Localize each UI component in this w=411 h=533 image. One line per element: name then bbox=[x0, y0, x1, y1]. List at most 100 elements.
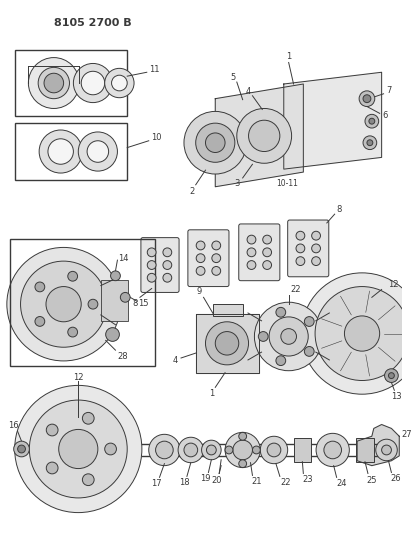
Circle shape bbox=[82, 413, 94, 424]
Bar bbox=[213, 304, 242, 316]
Circle shape bbox=[247, 235, 256, 244]
Text: 22: 22 bbox=[280, 478, 291, 487]
Circle shape bbox=[363, 95, 371, 102]
Text: 1: 1 bbox=[286, 52, 291, 61]
Polygon shape bbox=[196, 314, 259, 373]
Circle shape bbox=[215, 332, 239, 355]
Text: 10-11: 10-11 bbox=[276, 179, 298, 188]
Circle shape bbox=[196, 254, 205, 263]
Circle shape bbox=[21, 261, 107, 347]
Text: 8105 2700 B: 8105 2700 B bbox=[54, 18, 132, 28]
Circle shape bbox=[305, 317, 314, 326]
Text: 2: 2 bbox=[189, 187, 194, 196]
FancyBboxPatch shape bbox=[188, 230, 229, 287]
Circle shape bbox=[316, 433, 349, 466]
Circle shape bbox=[312, 231, 321, 240]
Circle shape bbox=[29, 400, 127, 498]
Circle shape bbox=[149, 434, 180, 466]
Circle shape bbox=[163, 261, 172, 270]
Text: 3: 3 bbox=[234, 179, 240, 188]
Circle shape bbox=[312, 244, 321, 253]
Circle shape bbox=[88, 300, 98, 309]
Circle shape bbox=[365, 115, 379, 128]
Text: 16: 16 bbox=[8, 421, 19, 430]
Circle shape bbox=[324, 441, 342, 459]
Circle shape bbox=[206, 322, 249, 365]
Text: 8: 8 bbox=[132, 298, 138, 308]
Text: 19: 19 bbox=[200, 474, 211, 483]
Circle shape bbox=[249, 120, 280, 151]
Circle shape bbox=[14, 441, 29, 457]
Text: 22: 22 bbox=[290, 285, 301, 294]
Circle shape bbox=[46, 287, 81, 322]
Circle shape bbox=[147, 261, 156, 270]
Circle shape bbox=[259, 332, 268, 341]
Circle shape bbox=[105, 68, 134, 98]
Text: 25: 25 bbox=[367, 476, 377, 485]
Circle shape bbox=[35, 317, 45, 326]
Text: 12: 12 bbox=[388, 280, 399, 289]
Circle shape bbox=[388, 373, 394, 378]
Polygon shape bbox=[215, 84, 303, 187]
Circle shape bbox=[46, 424, 58, 436]
Bar bbox=[15, 123, 127, 180]
Circle shape bbox=[247, 248, 256, 257]
Circle shape bbox=[281, 329, 296, 344]
Text: 17: 17 bbox=[151, 479, 162, 488]
Circle shape bbox=[276, 356, 286, 366]
Polygon shape bbox=[284, 72, 382, 169]
Circle shape bbox=[312, 257, 321, 265]
Circle shape bbox=[296, 231, 305, 240]
Circle shape bbox=[363, 136, 377, 150]
Circle shape bbox=[46, 462, 58, 474]
Circle shape bbox=[247, 261, 256, 270]
Text: 10: 10 bbox=[151, 133, 162, 142]
Text: 27: 27 bbox=[401, 430, 411, 439]
Polygon shape bbox=[357, 424, 399, 466]
Circle shape bbox=[39, 130, 82, 173]
Circle shape bbox=[82, 474, 94, 486]
Circle shape bbox=[196, 123, 235, 162]
Circle shape bbox=[111, 271, 120, 281]
Bar bbox=[293, 438, 311, 462]
Circle shape bbox=[263, 248, 272, 257]
Circle shape bbox=[18, 445, 25, 453]
Circle shape bbox=[263, 261, 272, 270]
Text: 7: 7 bbox=[387, 86, 392, 95]
Circle shape bbox=[74, 63, 113, 102]
Circle shape bbox=[239, 432, 247, 440]
Text: 8: 8 bbox=[337, 205, 342, 214]
Text: 6: 6 bbox=[383, 111, 388, 120]
Circle shape bbox=[163, 273, 172, 282]
Circle shape bbox=[296, 257, 305, 265]
Circle shape bbox=[106, 328, 119, 341]
Circle shape bbox=[206, 133, 225, 152]
Circle shape bbox=[252, 446, 260, 454]
Text: 18: 18 bbox=[179, 478, 189, 487]
Circle shape bbox=[276, 308, 286, 317]
Circle shape bbox=[81, 71, 105, 95]
Circle shape bbox=[367, 140, 373, 146]
Circle shape bbox=[212, 266, 221, 276]
Circle shape bbox=[87, 141, 109, 162]
Circle shape bbox=[196, 266, 205, 276]
Circle shape bbox=[269, 317, 308, 356]
Circle shape bbox=[184, 111, 247, 174]
Text: 20: 20 bbox=[211, 476, 222, 485]
Text: 5: 5 bbox=[230, 72, 236, 82]
Text: 21: 21 bbox=[251, 477, 262, 486]
Text: 4: 4 bbox=[173, 357, 178, 366]
FancyBboxPatch shape bbox=[239, 224, 280, 281]
Text: 11: 11 bbox=[149, 65, 160, 74]
Circle shape bbox=[315, 287, 409, 381]
Text: 23: 23 bbox=[302, 475, 313, 484]
Circle shape bbox=[196, 241, 205, 250]
Circle shape bbox=[147, 273, 156, 282]
Circle shape bbox=[38, 67, 69, 99]
Circle shape bbox=[254, 302, 323, 371]
Circle shape bbox=[68, 327, 78, 337]
Bar bbox=[101, 280, 128, 321]
FancyBboxPatch shape bbox=[141, 238, 179, 293]
Circle shape bbox=[48, 139, 74, 164]
Circle shape bbox=[184, 443, 198, 457]
